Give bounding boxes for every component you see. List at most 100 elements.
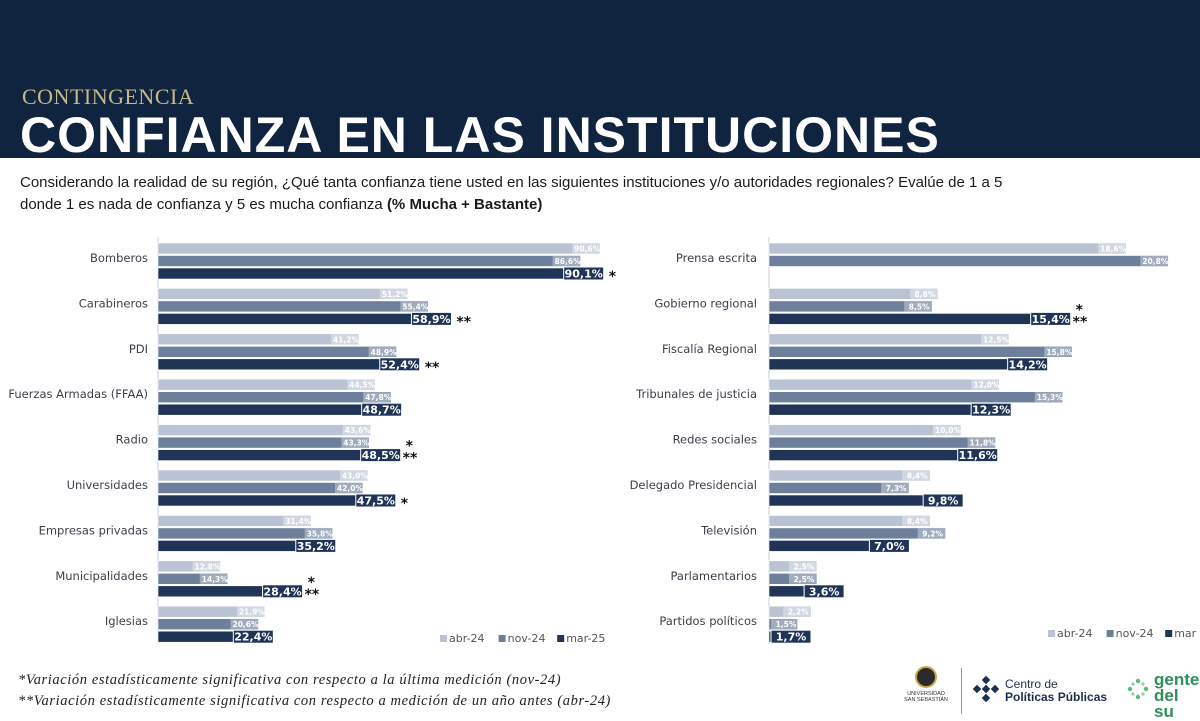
value-label-box xyxy=(360,448,402,463)
value-label: 48,7% xyxy=(363,404,401,417)
value-label-box xyxy=(355,493,397,508)
value-label: 21,9% xyxy=(239,608,266,617)
value-label-box xyxy=(881,483,912,493)
logo-divider xyxy=(961,668,962,714)
value-label-box xyxy=(789,561,819,572)
value-label-box xyxy=(283,515,314,526)
bar-mar-25 xyxy=(157,267,598,280)
value-label-box xyxy=(902,470,933,481)
value-label-box xyxy=(334,483,365,493)
value-label-box xyxy=(902,515,933,526)
category-label: Iglesias xyxy=(105,614,148,628)
category-label: Redes sociales xyxy=(673,433,757,447)
bar-nov-24 xyxy=(768,345,1073,358)
value-label-box xyxy=(331,334,362,345)
legend-swatch-1 xyxy=(1106,630,1114,637)
value-label-box xyxy=(262,584,304,599)
bar-abr-24 xyxy=(768,378,1000,391)
seal-text: UNIVERSIDAD SAN SEBASTIÁN xyxy=(904,691,948,703)
value-label: 7,3% xyxy=(886,484,907,493)
category-label: Municipalidades xyxy=(55,569,148,583)
value-label-box xyxy=(1140,256,1171,266)
significance-single-marker: * xyxy=(1076,302,1084,318)
value-label: 42,0% xyxy=(337,484,364,493)
bar-nov-24 xyxy=(157,391,392,404)
value-label-box xyxy=(922,493,964,508)
value-label: 9,8% xyxy=(928,495,959,508)
category-label: Universidades xyxy=(67,478,148,492)
bar-mar-25 xyxy=(768,313,1065,325)
value-label: 14,2% xyxy=(1009,358,1047,371)
value-label-box xyxy=(957,448,999,463)
value-label: 14,3% xyxy=(202,575,229,584)
value-label-box xyxy=(341,437,372,448)
bar-abr-24 xyxy=(768,288,939,300)
value-label: 58,9% xyxy=(412,313,450,326)
value-label: 18,6% xyxy=(1100,245,1127,254)
value-label: 12,8% xyxy=(194,562,221,571)
legend-label: abr-24 xyxy=(1057,627,1093,640)
bar-abr-24 xyxy=(157,605,266,618)
value-label: 28,4% xyxy=(264,585,302,598)
bar-abr-24 xyxy=(157,515,312,527)
legend-label: abr-24 xyxy=(449,632,485,645)
value-label: 8,5% xyxy=(909,302,930,311)
bar-abr-24 xyxy=(157,242,601,255)
bar-nov-24 xyxy=(768,572,818,585)
bar-abr-24 xyxy=(768,424,962,436)
legend-swatch-0 xyxy=(440,635,447,642)
gente-logo-text: gente del su xyxy=(1154,671,1200,720)
value-label: 12,3% xyxy=(972,404,1010,417)
significance-single-marker: * xyxy=(401,496,409,512)
bar-abr-24 xyxy=(157,333,360,346)
footnotes: *Variación estadísticamente significativ… xyxy=(18,670,611,712)
bar-nov-24 xyxy=(768,436,996,449)
bar-nov-24 xyxy=(157,300,429,313)
value-label-box xyxy=(379,357,421,372)
value-label: 47,5% xyxy=(357,495,395,508)
value-label: 20,6% xyxy=(233,620,260,629)
value-label-box xyxy=(967,437,998,448)
value-label: 35,2% xyxy=(297,540,335,553)
legend-swatch-2 xyxy=(557,635,565,642)
value-label: 11,6% xyxy=(959,449,997,462)
significance-double-marker: ** xyxy=(305,587,320,603)
bar-abr-24 xyxy=(768,605,812,618)
value-label-box xyxy=(970,402,1012,417)
category-label: Televisión xyxy=(700,523,757,537)
bar-nov-24 xyxy=(157,572,229,585)
value-label: 1,5% xyxy=(776,620,797,629)
category-label: Prensa escrita xyxy=(676,251,757,265)
significance-double-marker: ** xyxy=(456,314,471,330)
page-title: CONFIANZA EN LAS INSTITUCIONES xyxy=(20,107,940,163)
bar-mar-25 xyxy=(157,313,446,325)
value-label: 2,2% xyxy=(788,608,809,617)
value-label: 43,6% xyxy=(345,426,372,435)
significance-single-marker: * xyxy=(308,575,316,591)
value-label: 90,6% xyxy=(574,245,601,254)
category-label: Radio xyxy=(116,433,148,447)
value-label-box xyxy=(400,301,431,312)
value-label: 15,8% xyxy=(1046,348,1073,357)
value-label-box xyxy=(572,243,603,254)
value-label: 41,2% xyxy=(333,335,360,344)
bar-mar-25 xyxy=(157,449,395,461)
value-label: 8,8% xyxy=(915,290,936,299)
value-label: 11,8% xyxy=(970,439,997,448)
value-label-box xyxy=(789,573,819,584)
value-label: 47,8% xyxy=(365,393,392,402)
logo-strip: UNIVERSIDAD SAN SEBASTIÁN Centro de Polí… xyxy=(895,662,1200,720)
value-label: 43,0% xyxy=(342,472,369,481)
value-label: 52,4% xyxy=(381,358,419,371)
bar-abr-24 xyxy=(157,378,376,391)
bar-abr-24 xyxy=(157,424,372,436)
cpp-line-2: Políticas Públicas xyxy=(1005,690,1108,704)
bar-nov-24 xyxy=(157,345,397,358)
bar-mar-25 xyxy=(157,403,396,416)
bar-nov-24 xyxy=(768,255,1169,267)
category-label: Carabineros xyxy=(79,296,148,310)
legend-swatch-0 xyxy=(1048,630,1055,637)
value-label-box xyxy=(868,538,910,553)
value-label: 3,6% xyxy=(809,585,840,598)
